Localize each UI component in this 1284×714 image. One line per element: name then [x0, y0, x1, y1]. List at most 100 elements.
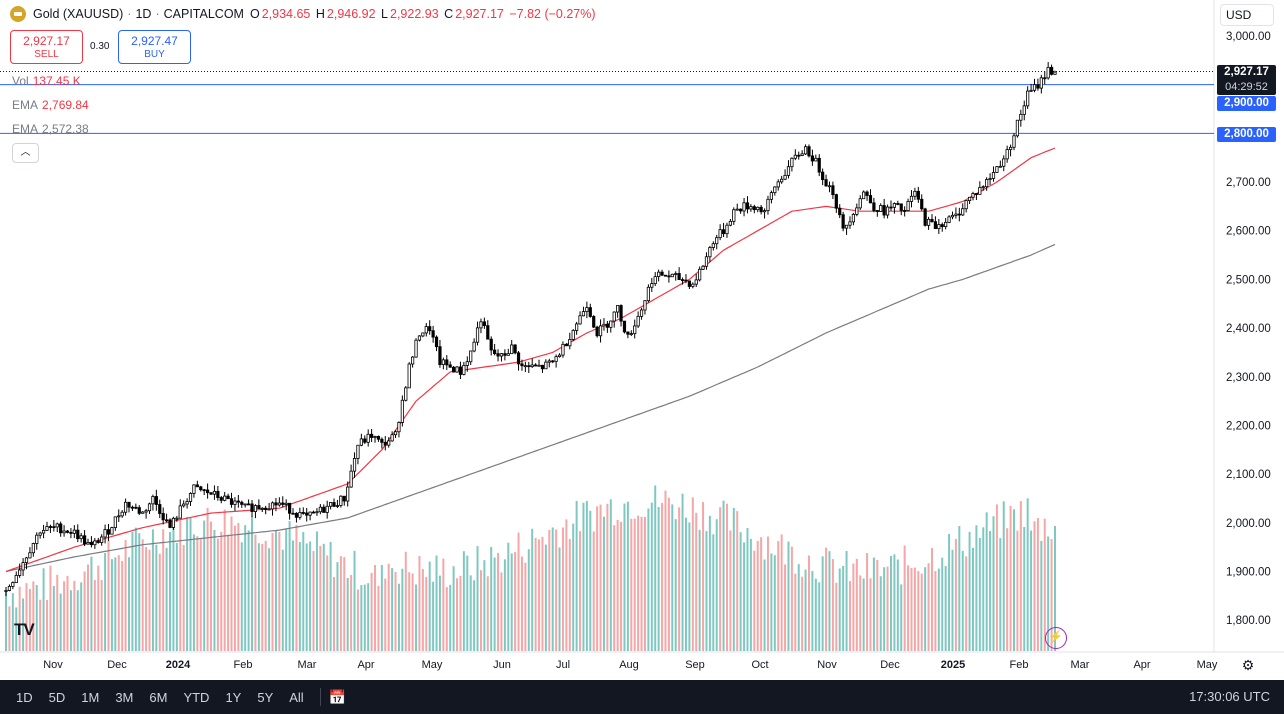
- candle-body: [79, 535, 83, 540]
- candle-body: [848, 221, 852, 226]
- range-1m[interactable]: 1M: [81, 689, 100, 705]
- candle-body: [950, 214, 955, 218]
- hline-2800-tag[interactable]: 2,800.00: [1217, 127, 1276, 142]
- ema-fast-indicator[interactable]: EMA 2,769.84: [12, 98, 89, 112]
- volume-bar: [343, 557, 346, 651]
- candle-body: [807, 146, 811, 157]
- volume-bar: [479, 570, 482, 651]
- candle-body: [766, 198, 770, 212]
- calendar-range-icon[interactable]: 📅: [328, 688, 347, 705]
- volume-bar: [336, 562, 339, 651]
- volume-bar: [339, 556, 342, 651]
- candle-body: [503, 353, 507, 356]
- candle-body: [499, 353, 504, 357]
- y-tick-label: 2,200.00: [1226, 420, 1271, 432]
- volume-bar: [978, 537, 981, 651]
- interval[interactable]: 1D: [135, 7, 152, 21]
- volume-bar: [384, 578, 387, 651]
- volume-bar: [240, 542, 243, 651]
- candle-body: [937, 224, 941, 230]
- clock[interactable]: 17:30:06 UTC: [1189, 689, 1270, 704]
- volume-bar: [900, 584, 903, 651]
- candle-body: [827, 185, 832, 188]
- volume-bar: [599, 504, 602, 651]
- candle-body: [1043, 77, 1047, 80]
- volume-bar: [52, 585, 55, 651]
- candle-body: [339, 495, 343, 506]
- x-tick-label: Sep: [685, 659, 705, 671]
- candle-body: [205, 489, 210, 494]
- symbol-name[interactable]: Gold (XAUUSD): [33, 7, 124, 21]
- volume-bar: [944, 566, 947, 651]
- buy-button[interactable]: 2,927.47 BUY: [118, 30, 191, 64]
- volume-bar: [1033, 521, 1036, 651]
- volume-bar: [288, 521, 291, 651]
- volume-bar: [948, 533, 951, 651]
- range-3m[interactable]: 3M: [115, 689, 134, 705]
- candle-body: [933, 221, 938, 230]
- volume-bar: [169, 531, 172, 651]
- volume-bar: [671, 504, 674, 651]
- volume-bar: [128, 557, 131, 651]
- volume-bar: [1002, 501, 1005, 651]
- candle-body: [113, 516, 117, 528]
- candle-body: [995, 166, 999, 173]
- volume-bar: [175, 542, 178, 651]
- tradingview-logo[interactable]: TV: [14, 620, 35, 639]
- candle-body: [622, 320, 627, 333]
- volume-bar: [1036, 517, 1039, 651]
- candle-body: [236, 500, 240, 503]
- volume-bar: [838, 568, 841, 651]
- volume-bar: [90, 556, 93, 651]
- volume-bar: [305, 543, 308, 651]
- lightning-icon[interactable]: ⚡: [1045, 627, 1067, 649]
- volume-bar: [145, 546, 148, 651]
- collapse-legend-button[interactable]: ︿: [12, 143, 39, 163]
- volume-bar: [233, 525, 236, 651]
- range-5y[interactable]: 5Y: [257, 689, 274, 705]
- volume-bar: [377, 585, 380, 651]
- high-value: 2,946.92: [326, 7, 376, 21]
- range-1d[interactable]: 1D: [16, 689, 33, 705]
- volume-bar: [531, 528, 534, 651]
- sell-button[interactable]: 2,927.17 SELL: [10, 30, 83, 64]
- volume-bar: [982, 527, 985, 651]
- candle-body: [18, 569, 22, 576]
- hline-2900-tag[interactable]: 2,900.00: [1217, 96, 1276, 111]
- volume-bar: [220, 531, 223, 651]
- candle-body: [55, 523, 59, 528]
- volume-bar: [640, 516, 643, 651]
- volume-bar: [961, 550, 964, 651]
- candle-body: [663, 274, 668, 277]
- candle-body: [216, 490, 220, 498]
- range-all[interactable]: All: [289, 689, 304, 705]
- volume-bar: [401, 568, 404, 651]
- range-1y[interactable]: 1Y: [225, 689, 242, 705]
- candle-body: [684, 279, 688, 282]
- volume-bar: [452, 566, 455, 651]
- candle-body: [708, 247, 712, 258]
- volume-indicator[interactable]: Vol 137.45 K: [12, 74, 81, 88]
- gear-icon[interactable]: ⚙: [1241, 657, 1255, 673]
- ema-slow-indicator[interactable]: EMA 2,572.38: [12, 122, 89, 136]
- volume-bar: [753, 550, 756, 651]
- candle-body: [523, 365, 527, 368]
- candle-body: [250, 503, 254, 512]
- volume-bar: [131, 532, 134, 651]
- currency-selector[interactable]: USD: [1220, 4, 1274, 26]
- volume-bar: [965, 556, 968, 651]
- candle-body: [48, 526, 53, 528]
- price-chart[interactable]: 3,000.00 2,900.00 2,800.00 2,700.00 2,600.00…: [0, 0, 1284, 680]
- range-6m[interactable]: 6M: [149, 689, 168, 705]
- candle-body: [862, 191, 866, 200]
- volume-bar: [848, 581, 851, 651]
- candle-body: [482, 321, 486, 327]
- candle-body: [223, 495, 227, 501]
- range-ytd[interactable]: YTD: [183, 689, 210, 705]
- candle-body: [363, 438, 367, 443]
- volume-bar: [206, 507, 209, 651]
- range-5d[interactable]: 5D: [48, 689, 66, 705]
- volume-bar: [244, 525, 247, 651]
- candle-body: [670, 273, 674, 278]
- volume-bar: [954, 538, 957, 651]
